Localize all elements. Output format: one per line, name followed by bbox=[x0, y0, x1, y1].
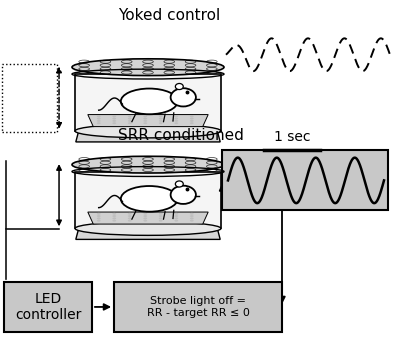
Ellipse shape bbox=[174, 213, 178, 215]
Ellipse shape bbox=[143, 115, 147, 117]
Ellipse shape bbox=[174, 215, 178, 217]
Ellipse shape bbox=[159, 218, 163, 219]
Ellipse shape bbox=[143, 213, 147, 215]
Text: SRR conditioned: SRR conditioned bbox=[118, 128, 244, 143]
Polygon shape bbox=[75, 172, 221, 228]
Ellipse shape bbox=[128, 215, 132, 217]
Ellipse shape bbox=[75, 222, 221, 235]
Ellipse shape bbox=[128, 120, 132, 122]
Ellipse shape bbox=[72, 59, 224, 76]
FancyBboxPatch shape bbox=[4, 282, 92, 332]
Ellipse shape bbox=[174, 115, 178, 117]
Ellipse shape bbox=[143, 122, 147, 124]
Ellipse shape bbox=[128, 118, 132, 120]
Ellipse shape bbox=[97, 215, 101, 217]
Ellipse shape bbox=[171, 186, 196, 204]
Polygon shape bbox=[88, 115, 208, 127]
Ellipse shape bbox=[171, 88, 196, 106]
FancyBboxPatch shape bbox=[222, 150, 388, 210]
Polygon shape bbox=[75, 74, 221, 131]
Ellipse shape bbox=[97, 220, 101, 222]
Ellipse shape bbox=[190, 122, 194, 124]
Ellipse shape bbox=[121, 89, 178, 114]
Ellipse shape bbox=[112, 118, 116, 120]
Ellipse shape bbox=[128, 115, 132, 117]
Ellipse shape bbox=[143, 215, 147, 217]
Ellipse shape bbox=[174, 220, 178, 222]
Ellipse shape bbox=[121, 186, 178, 212]
Ellipse shape bbox=[112, 115, 116, 117]
Ellipse shape bbox=[174, 120, 178, 122]
Ellipse shape bbox=[190, 118, 194, 120]
Ellipse shape bbox=[128, 122, 132, 124]
Ellipse shape bbox=[143, 120, 147, 122]
Ellipse shape bbox=[159, 122, 163, 124]
Ellipse shape bbox=[112, 220, 116, 222]
Text: 1 sec: 1 sec bbox=[274, 130, 310, 144]
Ellipse shape bbox=[174, 122, 178, 124]
Ellipse shape bbox=[159, 115, 163, 117]
Ellipse shape bbox=[128, 213, 132, 215]
Ellipse shape bbox=[75, 124, 221, 138]
Ellipse shape bbox=[97, 122, 101, 124]
Text: Strobe light off =
RR - target RR ≤ 0: Strobe light off = RR - target RR ≤ 0 bbox=[146, 296, 250, 318]
Ellipse shape bbox=[97, 115, 101, 117]
Ellipse shape bbox=[143, 118, 147, 120]
Ellipse shape bbox=[159, 118, 163, 120]
Ellipse shape bbox=[112, 215, 116, 217]
Ellipse shape bbox=[128, 218, 132, 219]
Ellipse shape bbox=[112, 122, 116, 124]
Ellipse shape bbox=[159, 220, 163, 222]
Ellipse shape bbox=[190, 215, 194, 217]
Polygon shape bbox=[76, 131, 220, 142]
Ellipse shape bbox=[128, 220, 132, 222]
Ellipse shape bbox=[159, 215, 163, 217]
Ellipse shape bbox=[190, 115, 194, 117]
Ellipse shape bbox=[175, 83, 183, 90]
Ellipse shape bbox=[112, 218, 116, 219]
Polygon shape bbox=[88, 212, 208, 224]
Ellipse shape bbox=[143, 220, 147, 222]
Ellipse shape bbox=[175, 181, 183, 187]
Ellipse shape bbox=[112, 120, 116, 122]
Ellipse shape bbox=[143, 218, 147, 219]
Ellipse shape bbox=[190, 218, 194, 219]
Ellipse shape bbox=[97, 218, 101, 219]
Ellipse shape bbox=[159, 213, 163, 215]
Ellipse shape bbox=[190, 220, 194, 222]
Ellipse shape bbox=[97, 120, 101, 122]
Ellipse shape bbox=[97, 213, 101, 215]
Ellipse shape bbox=[97, 118, 101, 120]
Text: Yoked control: Yoked control bbox=[118, 8, 220, 23]
Ellipse shape bbox=[72, 156, 224, 173]
Ellipse shape bbox=[190, 120, 194, 122]
Ellipse shape bbox=[174, 218, 178, 219]
Ellipse shape bbox=[112, 213, 116, 215]
Ellipse shape bbox=[174, 118, 178, 120]
Ellipse shape bbox=[159, 120, 163, 122]
Ellipse shape bbox=[190, 213, 194, 215]
Text: LED
controller: LED controller bbox=[15, 292, 81, 322]
Polygon shape bbox=[76, 228, 220, 239]
FancyBboxPatch shape bbox=[114, 282, 282, 332]
